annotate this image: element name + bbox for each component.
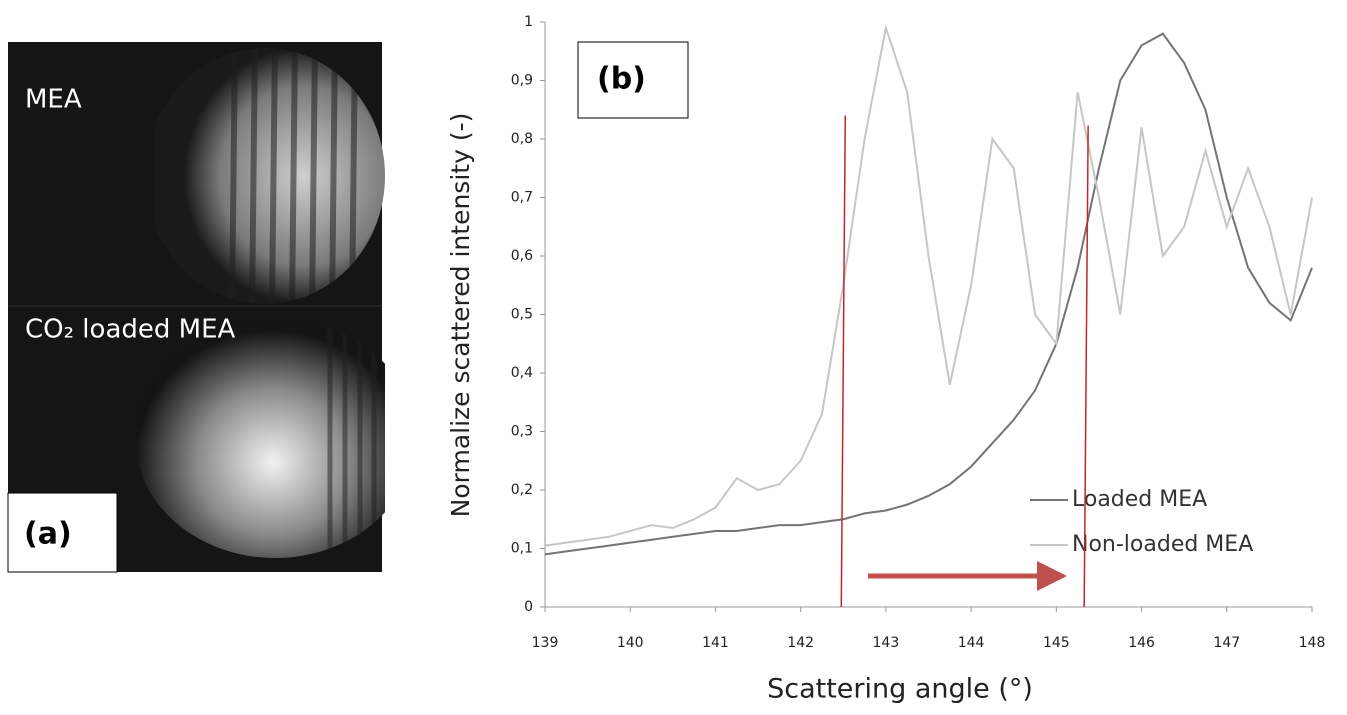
y-tick-label: 0,9 <box>511 73 533 89</box>
y-tick-label: 0,7 <box>511 190 533 206</box>
x-tick-label: 140 <box>617 635 644 651</box>
image-label: MEA <box>25 85 82 115</box>
legend-label: Non-loaded MEA <box>1072 532 1253 557</box>
y-tick-label: 0,1 <box>511 541 533 557</box>
panel-label: (b) <box>597 62 646 97</box>
fringe-image-bottom <box>135 318 385 558</box>
y-tick-label: 0,4 <box>511 365 533 381</box>
chart: (b) Scattering angle (°) Normalize scatt… <box>446 14 1325 705</box>
fringe-image-top <box>155 48 385 304</box>
reference-line <box>1083 125 1089 608</box>
x-tick-label: 142 <box>787 635 814 651</box>
y-tick-label: 0,5 <box>511 307 533 323</box>
x-tick-label: 147 <box>1213 635 1240 651</box>
y-tick-label: 0 <box>524 599 533 615</box>
data-line <box>544 23 1313 547</box>
x-tick-label: 141 <box>702 635 729 651</box>
x-tick-label: 145 <box>1043 635 1070 651</box>
data-line <box>544 32 1313 556</box>
panel-label-box <box>7 492 118 573</box>
x-tick-label: 144 <box>958 635 985 651</box>
x-tick-label: 143 <box>873 635 900 651</box>
y-tick-label: 0,2 <box>511 482 533 498</box>
x-tick-label: 148 <box>1299 635 1326 651</box>
y-tick-label: 0,3 <box>511 424 533 440</box>
panel-label: (a) <box>24 517 72 552</box>
y-tick-label: 0,6 <box>511 248 533 264</box>
image-label: CO₂ loaded MEA <box>25 315 235 345</box>
x-tick-label: 146 <box>1128 635 1155 651</box>
reference-line <box>840 115 847 608</box>
panel-label-box <box>577 41 689 119</box>
y-tick-label: 0,8 <box>511 131 533 147</box>
photo-panel: MEA CO₂ loaded MEA (a) <box>7 42 385 573</box>
legend-label: Loaded MEA <box>1072 487 1207 512</box>
y-axis-title: Normalize scattered intensity (-) <box>446 113 475 518</box>
x-tick-label: 139 <box>532 635 559 651</box>
x-axis-title: Scattering angle (°) <box>767 674 1033 705</box>
y-tick-label: 1 <box>524 14 533 30</box>
